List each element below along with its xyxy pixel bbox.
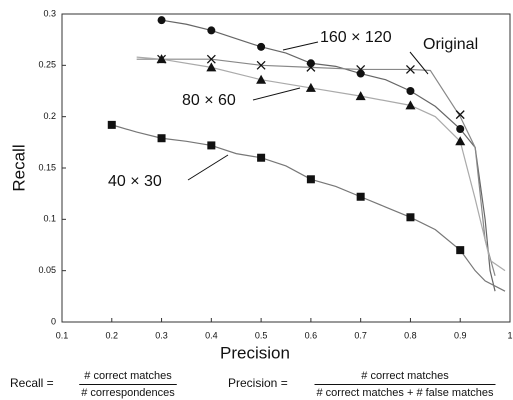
marker	[107, 120, 116, 129]
marker	[306, 59, 315, 68]
x-tick-label: 0.2	[106, 330, 119, 340]
marker	[256, 74, 267, 84]
x-tick-label: 1	[507, 330, 512, 340]
y-tick-label: 0.25	[38, 60, 56, 70]
x-tick-label: 0.1	[56, 330, 69, 340]
marker	[207, 26, 216, 35]
curve	[161, 19, 496, 292]
marker	[356, 69, 365, 78]
formula-denominator: # correspondences	[81, 387, 175, 399]
marker	[355, 91, 366, 101]
marker	[455, 136, 466, 146]
formula-lhs: Recall =	[10, 376, 54, 390]
marker	[456, 246, 465, 255]
y-tick-label: 0	[51, 316, 56, 326]
formula-lhs: Precision =	[228, 376, 288, 390]
y-tick-label: 0.15	[38, 162, 56, 172]
label-leader	[252, 87, 301, 101]
x-tick-label: 0.4	[205, 330, 218, 340]
y-tick-label: 0.05	[38, 265, 56, 275]
marker	[305, 82, 316, 92]
x-tick-label: 0.7	[354, 330, 367, 340]
x-tick-label: 0.3	[155, 330, 168, 340]
marker	[206, 54, 216, 64]
plot-frame	[61, 13, 511, 323]
y-axis-label: Recall	[9, 144, 28, 191]
formula-denominator: # correct matches + # false matches	[317, 387, 494, 399]
marker	[455, 110, 465, 120]
marker	[256, 60, 266, 70]
series-label: 160 × 120	[320, 29, 392, 46]
x-tick-label: 0.5	[255, 330, 268, 340]
marker	[456, 124, 465, 133]
label-leader	[409, 51, 429, 75]
marker	[406, 213, 415, 222]
marker	[257, 42, 266, 51]
marker	[356, 64, 366, 74]
marker	[306, 175, 315, 184]
curve	[136, 56, 506, 272]
formula-numerator: # correct matches	[361, 370, 449, 382]
label-leader	[187, 154, 229, 181]
marker	[356, 192, 365, 201]
x-tick-label: 0.9	[454, 330, 467, 340]
marker	[206, 62, 217, 72]
series-label: 40 × 30	[108, 173, 162, 190]
marker	[157, 16, 166, 25]
marker	[156, 54, 167, 64]
formula-numerator: # correct matches	[84, 370, 172, 382]
marker	[405, 64, 415, 74]
label-leader	[282, 41, 319, 51]
x-tick-label: 0.6	[305, 330, 318, 340]
marker	[405, 100, 416, 110]
curve	[136, 58, 496, 276]
x-tick-label: 0.8	[404, 330, 417, 340]
y-tick-label: 0.2	[43, 111, 56, 121]
y-tick-label: 0.3	[43, 8, 56, 18]
marker	[306, 62, 316, 72]
series-label: 80 × 60	[182, 92, 236, 109]
marker	[207, 141, 216, 150]
marker	[406, 87, 415, 95]
marker	[257, 153, 266, 162]
x-axis-label: Precision	[220, 343, 290, 362]
marker	[157, 134, 166, 143]
series-label: Original	[423, 36, 478, 53]
y-tick-label: 0.1	[43, 214, 56, 224]
curve	[111, 124, 506, 292]
